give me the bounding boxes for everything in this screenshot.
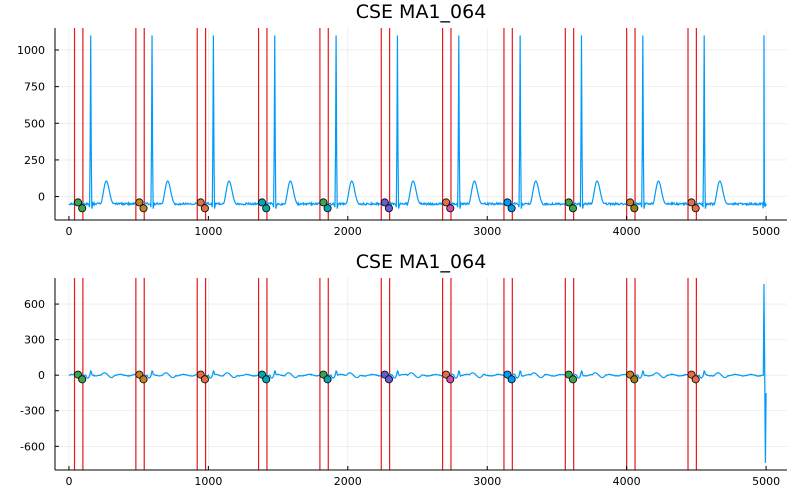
point-marker: [200, 375, 209, 384]
y-tick-label: 750: [24, 81, 45, 94]
point-marker: [78, 204, 87, 213]
point-marker: [323, 375, 332, 384]
point-marker: [626, 198, 635, 207]
point-marker: [442, 198, 451, 207]
point-marker: [446, 204, 455, 213]
bottom-signal-line: [68, 283, 767, 463]
top-axes: 0 1000 2000 3000 4000 5000 0 250 500 750 1000: [17, 28, 787, 238]
point-marker: [691, 204, 700, 213]
point-marker: [74, 198, 83, 207]
point-marker: [630, 204, 639, 213]
point-marker: [446, 375, 455, 384]
x-tick-label: 4000: [613, 225, 641, 238]
y-tick-label: 600: [24, 298, 45, 311]
bottom-plot-title: CSE MA1_064: [356, 251, 487, 273]
top-red-lines: [73, 28, 697, 220]
y-tick-label: 0: [38, 369, 45, 382]
point-marker: [564, 198, 573, 207]
point-marker: [691, 375, 700, 384]
point-marker: [384, 204, 393, 213]
x-tick-label: 4000: [613, 475, 641, 488]
y-tick-label: -300: [20, 405, 45, 418]
top-plot-title: CSE MA1_064: [356, 1, 487, 23]
point-marker: [507, 204, 516, 213]
point-marker: [503, 198, 512, 207]
point-marker: [319, 198, 328, 207]
top-signal-line: [68, 35, 767, 209]
x-tick-label: 5000: [752, 225, 780, 238]
x-tick-label: 2000: [334, 475, 362, 488]
bottom-axes: 0 1000 2000 3000 4000 5000 -600 -300 0 300 600: [20, 278, 787, 488]
top-grid: [55, 28, 787, 220]
top-plot: CSE MA1_064 0 1000 2000 3000 4000 5000 0 250 500…: [17, 1, 787, 238]
bottom-plot: CSE MA1_064 0 1000 2000 3000 4000 5000-600-30…: [20, 251, 787, 488]
point-marker: [630, 375, 639, 384]
y-tick-label: 1000: [17, 44, 45, 57]
point-marker: [568, 375, 577, 384]
point-marker: [687, 198, 696, 207]
y-tick-label: -600: [20, 440, 45, 453]
x-tick-label: 3000: [473, 475, 501, 488]
point-marker: [258, 198, 267, 207]
x-tick-label: 0: [65, 475, 72, 488]
y-tick-label: 0: [38, 191, 45, 204]
top-markers: [74, 198, 700, 213]
point-marker: [262, 204, 271, 213]
point-marker: [196, 198, 205, 207]
x-tick-label: 2000: [334, 225, 362, 238]
point-marker: [568, 204, 577, 213]
point-marker: [384, 375, 393, 384]
point-marker: [139, 204, 148, 213]
point-marker: [200, 204, 209, 213]
x-tick-label: 3000: [473, 225, 501, 238]
point-marker: [507, 375, 516, 384]
x-tick-label: 1000: [194, 225, 222, 238]
point-marker: [139, 375, 148, 384]
point-marker: [323, 204, 332, 213]
x-tick-label: 1000: [194, 475, 222, 488]
y-tick-label: 250: [24, 154, 45, 167]
point-marker: [262, 375, 271, 384]
x-tick-label: 0: [65, 225, 72, 238]
y-tick-label: 300: [24, 334, 45, 347]
point-marker: [78, 375, 87, 384]
point-marker: [380, 198, 389, 207]
point-marker: [135, 198, 144, 207]
x-tick-label: 5000: [752, 475, 780, 488]
y-tick-label: 500: [24, 117, 45, 130]
bottom-markers: [74, 370, 700, 384]
